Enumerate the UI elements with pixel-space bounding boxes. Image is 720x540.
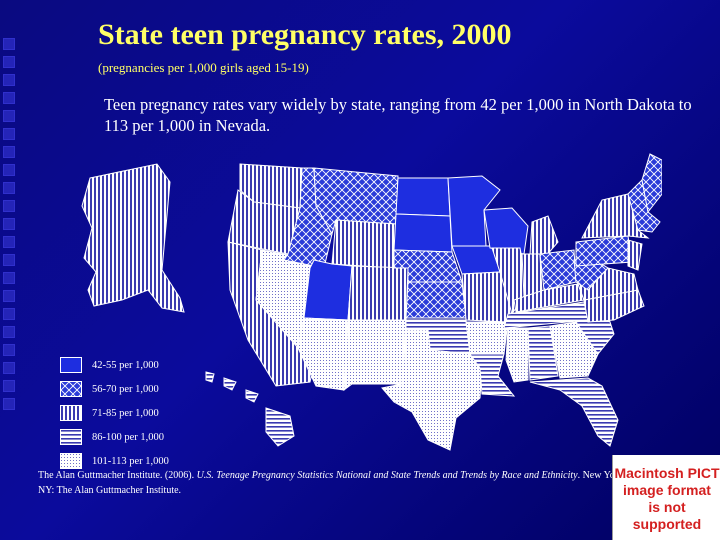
legend-label: 56-70 per 1,000 bbox=[92, 383, 159, 395]
state-georgia bbox=[549, 321, 599, 379]
state-wisconsin bbox=[483, 207, 529, 255]
slide-subtitle: (pregnancies per 1,000 girls aged 15-19) bbox=[98, 60, 309, 75]
legend-item: 71-85 per 1,000 bbox=[60, 401, 169, 425]
state-colorado bbox=[347, 265, 409, 321]
state-mid-atlantic bbox=[627, 239, 643, 271]
legend-swatch-solid bbox=[60, 357, 82, 373]
state-arizona bbox=[297, 317, 349, 391]
state-florida bbox=[529, 377, 619, 447]
state-ohio bbox=[539, 249, 577, 291]
legend-label: 42-55 per 1,000 bbox=[92, 359, 159, 371]
legend-swatch-vertical bbox=[60, 405, 82, 421]
pict-line-3: is not supported bbox=[632, 499, 702, 532]
state-texas bbox=[381, 329, 483, 451]
state-new-mexico bbox=[343, 319, 407, 392]
citation-suffix: . New York, NY: The Alan Guttmacher Inst… bbox=[38, 470, 626, 496]
legend-swatch-horizontal bbox=[60, 429, 82, 445]
pict-line-2: image format bbox=[623, 482, 711, 498]
legend-swatch-dots bbox=[60, 453, 82, 469]
state-kansas bbox=[405, 281, 467, 319]
decorative-squares bbox=[3, 38, 17, 410]
state-utah bbox=[303, 259, 353, 321]
legend-label: 101-113 per 1,000 bbox=[92, 455, 169, 467]
state-wyoming bbox=[331, 219, 397, 269]
legend-swatch-crosshatch bbox=[60, 381, 82, 397]
state-pennsylvania bbox=[575, 235, 633, 267]
slide-title: State teen pregnancy rates, 2000 bbox=[98, 18, 512, 51]
state-hawaii-3 bbox=[245, 389, 259, 403]
state-maine bbox=[641, 153, 662, 214]
state-north-dakota bbox=[395, 177, 451, 217]
description-text: Teen pregnancy rates vary widely by stat… bbox=[104, 95, 692, 135]
map-legend: 42-55 per 1,000 56-70 per 1,000 71-85 pe… bbox=[60, 353, 169, 473]
state-louisiana bbox=[469, 353, 516, 397]
state-alabama bbox=[527, 325, 559, 381]
pict-placeholder: Macintosh PICT image format is not suppo… bbox=[612, 455, 720, 540]
state-hawaii-4 bbox=[265, 407, 295, 447]
legend-item: 86-100 per 1,000 bbox=[60, 425, 169, 449]
citation-text: The Alan Guttmacher Institute. (2006). U… bbox=[38, 468, 638, 498]
legend-item: 42-55 per 1,000 bbox=[60, 353, 169, 377]
state-south-dakota bbox=[393, 213, 453, 253]
state-arkansas bbox=[465, 321, 509, 355]
state-indiana bbox=[521, 253, 543, 297]
legend-item: 101-113 per 1,000 bbox=[60, 449, 169, 473]
citation-prefix: The Alan Guttmacher Institute. (2006). bbox=[38, 470, 197, 481]
legend-label: 71-85 per 1,000 bbox=[92, 407, 159, 419]
legend-item: 56-70 per 1,000 bbox=[60, 377, 169, 401]
state-mississippi bbox=[505, 327, 529, 383]
state-hawaii-1 bbox=[205, 371, 215, 383]
state-michigan bbox=[529, 215, 559, 257]
pict-line-1: Macintosh PICT bbox=[614, 465, 720, 481]
state-alaska bbox=[81, 163, 185, 313]
legend-label: 86-100 per 1,000 bbox=[92, 431, 165, 443]
state-hawaii-2 bbox=[223, 377, 237, 391]
us-map bbox=[81, 153, 662, 451]
citation-title: U.S. Teenage Pregnancy Statistics Nation… bbox=[196, 470, 578, 481]
